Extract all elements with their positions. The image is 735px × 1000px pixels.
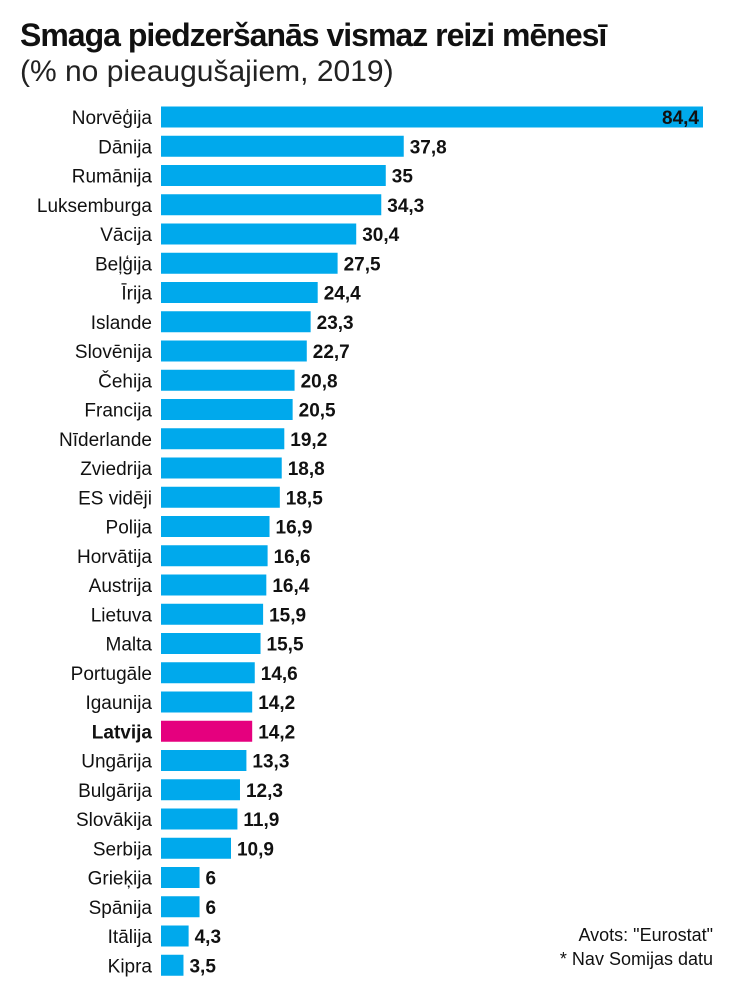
- category-label-slovenija: Slovēnija: [75, 342, 153, 363]
- category-label-lietuva: Lietuva: [91, 605, 153, 626]
- value-label-polija: 16,9: [276, 518, 313, 539]
- value-label-vacija: 30,4: [362, 225, 399, 246]
- bar-serbija: [161, 837, 231, 859]
- bar-francija: [161, 399, 293, 420]
- category-label-slovakija: Slovākija: [76, 810, 152, 831]
- bar-griekija: [161, 867, 200, 888]
- category-label-belgija: Beļģija: [95, 254, 152, 275]
- footnote: * Nav Somijas datu: [559, 949, 713, 969]
- value-label-rumanija: 35: [392, 167, 414, 188]
- bar-islande: [161, 311, 311, 333]
- value-label-slovakija: 11,9: [243, 810, 279, 831]
- value-label-italija: 4,3: [195, 927, 221, 948]
- category-label-es-videji: ES vidēji: [78, 488, 152, 509]
- value-label-latvija: 14,2: [258, 722, 295, 743]
- bar-rumanija: [161, 165, 386, 186]
- bar-es-videji: [161, 486, 280, 508]
- category-label-kipra: Kipra: [108, 956, 153, 977]
- category-label-polija: Polija: [106, 518, 153, 539]
- category-label-latvija: Latvija: [92, 722, 153, 743]
- bar-malta: [161, 633, 261, 654]
- bar-slovakija: [161, 808, 238, 830]
- bar-ungarija: [161, 750, 247, 771]
- bar-kipra: [161, 954, 184, 976]
- source-note: Avots: "Eurostat" * Nav Somijas datu: [560, 923, 713, 971]
- category-label-zviedrija: Zviedrija: [80, 459, 152, 480]
- value-label-spanija: 6: [206, 898, 217, 919]
- category-label-francija: Francija: [84, 401, 152, 422]
- bar-portugale: [161, 662, 255, 684]
- value-label-lietuva: 15,9: [269, 605, 306, 626]
- bar-austrija: [161, 574, 267, 596]
- value-label-islande: 23,3: [317, 313, 354, 334]
- value-label-francija: 20,5: [299, 401, 336, 422]
- category-label-griekija: Grieķija: [88, 869, 153, 890]
- value-label-belgija: 27,5: [344, 254, 381, 275]
- value-label-horvatija: 16,6: [274, 547, 311, 568]
- value-label-ungarija: 13,3: [252, 752, 289, 773]
- category-label-bulgarija: Bulgārija: [78, 781, 152, 802]
- value-label-malta: 15,5: [267, 635, 304, 656]
- category-label-vacija: Vācija: [100, 225, 152, 246]
- bar-latvija: [161, 720, 253, 742]
- category-label-cehija: Čehija: [98, 370, 152, 392]
- value-label-igaunija: 14,2: [258, 693, 295, 714]
- bar-niderlande: [161, 428, 285, 450]
- bar-polija: [161, 516, 270, 537]
- value-label-danija: 37,8: [410, 137, 447, 158]
- value-label-luksemburga: 34,3: [387, 196, 424, 217]
- value-label-austrija: 16,4: [272, 576, 309, 597]
- bar-luksemburga: [161, 194, 382, 216]
- category-label-portugale: Portugāle: [71, 664, 152, 685]
- bar-cehija: [161, 369, 295, 391]
- value-label-irija: 24,4: [324, 284, 361, 305]
- value-label-griekija: 6: [206, 869, 217, 890]
- chart-title: Smaga piedzeršanās vismaz reizi mēnesī: [20, 17, 607, 53]
- bar-horvatija: [161, 545, 268, 567]
- bar-slovenija: [161, 340, 307, 362]
- value-label-zviedrija: 18,8: [288, 459, 325, 480]
- value-label-portugale: 14,6: [261, 664, 298, 685]
- chart-subtitle: (% no pieaugušajiem, 2019): [20, 55, 394, 88]
- bar-vacija: [161, 223, 357, 245]
- category-label-igaunija: Igaunija: [85, 693, 152, 714]
- bar-irija: [161, 282, 318, 303]
- category-label-luksemburga: Luksemburga: [37, 196, 153, 217]
- bar-spanija: [161, 896, 200, 918]
- category-label-malta: Malta: [106, 635, 153, 656]
- category-label-norvegija: Norvēģija: [72, 108, 153, 129]
- category-label-rumanija: Rumānija: [72, 167, 153, 188]
- bar-italija: [161, 925, 189, 947]
- value-label-niderlande: 19,2: [290, 430, 327, 451]
- bar-danija: [161, 135, 404, 157]
- category-label-italija: Itālija: [108, 927, 153, 948]
- category-label-ungarija: Ungārija: [81, 752, 152, 773]
- value-label-kipra: 3,5: [189, 956, 216, 977]
- bar-zviedrija: [161, 457, 282, 479]
- bar-igaunija: [161, 691, 253, 713]
- category-label-serbija: Serbija: [93, 839, 153, 860]
- value-label-serbija: 10,9: [237, 839, 274, 860]
- value-label-norvegija: 84,4: [662, 108, 699, 129]
- category-label-irija: Īrija: [121, 284, 152, 305]
- category-label-niderlande: Nīderlande: [59, 430, 152, 451]
- category-label-spanija: Spānija: [89, 898, 153, 919]
- category-label-austrija: Austrija: [89, 576, 153, 597]
- value-label-cehija: 20,8: [301, 371, 338, 392]
- bar-norvegija: [161, 106, 703, 128]
- source-label: Avots: "Eurostat": [578, 925, 713, 945]
- bar-belgija: [161, 252, 338, 274]
- category-label-horvatija: Horvātija: [77, 547, 152, 568]
- value-label-es-videji: 18,5: [286, 488, 323, 509]
- value-label-slovenija: 22,7: [313, 342, 350, 363]
- value-label-bulgarija: 12,3: [246, 781, 283, 802]
- category-label-islande: Islande: [91, 313, 152, 334]
- bar-lietuva: [161, 603, 264, 625]
- bar-bulgarija: [161, 779, 240, 801]
- category-label-danija: Dānija: [98, 137, 152, 158]
